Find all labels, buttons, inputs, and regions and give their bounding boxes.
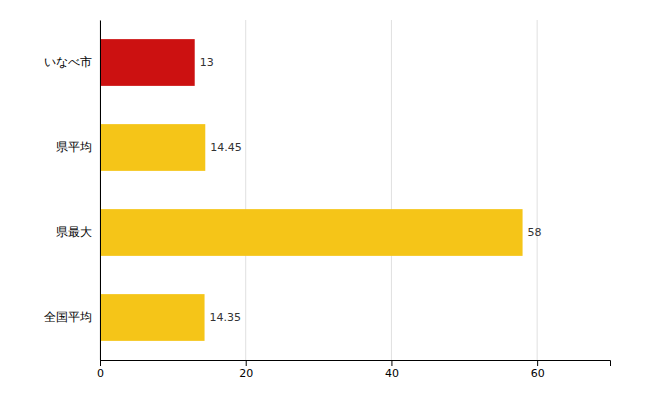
y-tick: 県平均 — [56, 140, 100, 154]
grid-line — [537, 20, 538, 360]
grid — [100, 20, 537, 360]
x-tick: 0 — [97, 360, 104, 380]
x-tick-mark — [246, 360, 247, 366]
x-tick: 20 — [239, 360, 253, 380]
y-axis-line — [100, 21, 101, 361]
y-tick-label: いなべ市 — [44, 55, 92, 69]
plot: 0 20 40 60 全国平均 県最大 県平均 いなべ市 14.35 58 14.45 13 — [44, 20, 611, 380]
bar — [100, 294, 205, 341]
data-label: 14.35 — [210, 311, 242, 324]
data-label: 13 — [200, 56, 214, 69]
y-tick: いなべ市 — [44, 55, 100, 69]
y-tick: 全国平均 — [44, 310, 100, 324]
chart: 0 20 40 60 全国平均 県最大 県平均 いなべ市 14.35 58 14.45 13 — [0, 0, 650, 400]
data-labels: 14.35 58 14.45 13 — [200, 56, 542, 324]
y-tick-label: 全国平均 — [44, 310, 92, 324]
x-tick-label: 40 — [385, 367, 399, 380]
y-tick-label: 県最大 — [56, 225, 92, 239]
bar — [100, 39, 195, 86]
y-axis: 全国平均 県最大 県平均 いなべ市 — [44, 21, 101, 361]
data-label: 14.45 — [210, 141, 242, 154]
x-tick-label: 20 — [239, 367, 253, 380]
data-label: 58 — [528, 226, 542, 239]
x-tick-mark — [100, 360, 101, 366]
x-axis-line — [101, 361, 611, 367]
x-axis: 0 20 40 60 — [97, 360, 611, 380]
x-tick: 40 — [385, 360, 399, 380]
grid-line — [245, 20, 246, 360]
bar — [100, 209, 523, 256]
grid-line — [100, 20, 101, 360]
x-tick: 60 — [531, 360, 545, 380]
x-tick-label: 60 — [531, 367, 545, 380]
x-tick-mark — [391, 360, 392, 366]
y-tick-label: 県平均 — [56, 140, 92, 154]
bar — [100, 124, 205, 171]
x-tick-mark — [537, 360, 538, 366]
x-tick-label: 0 — [97, 367, 104, 380]
grid-line — [391, 20, 392, 360]
bars — [100, 39, 523, 341]
y-tick: 県最大 — [56, 225, 100, 239]
